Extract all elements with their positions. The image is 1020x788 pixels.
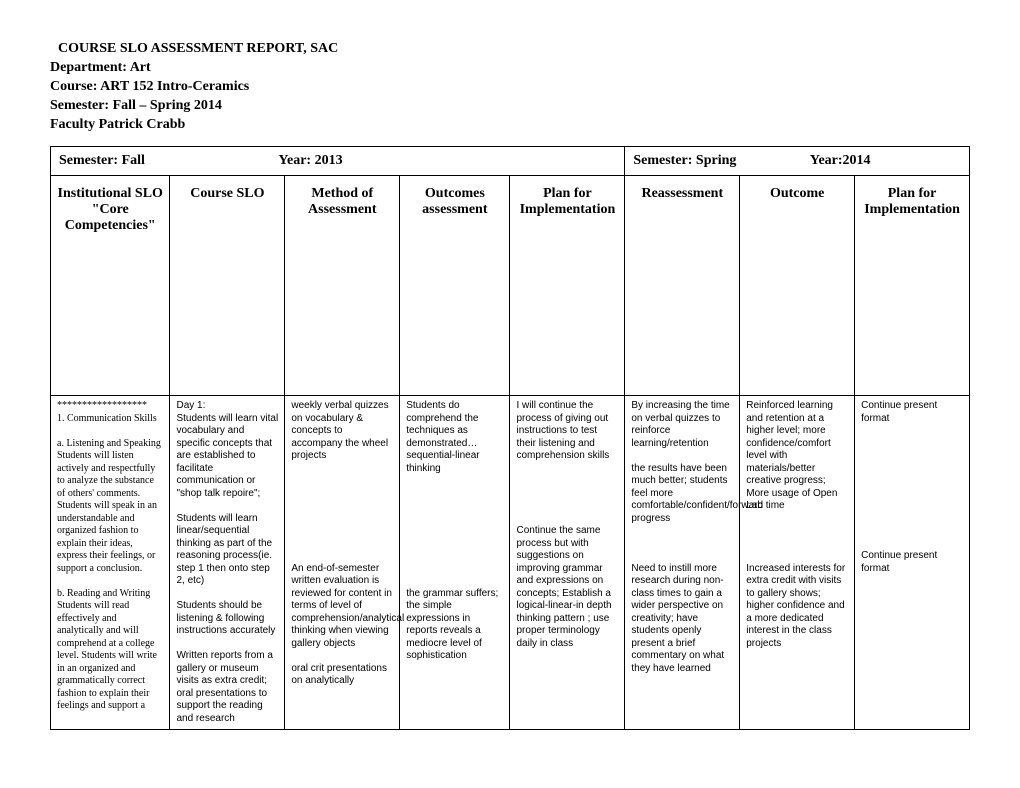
semester-spring-year: Year:2014 bbox=[810, 153, 871, 169]
data-row-1: ******************1. Communication Skill… bbox=[51, 396, 970, 730]
col-institutional: Institutional SLO "Core Competencies" bbox=[51, 176, 170, 396]
semester-line: Semester: Fall – Spring 2014 bbox=[50, 97, 970, 116]
assessment-table: Semester: Fall Year: 2013 Semester: Spri… bbox=[50, 146, 970, 730]
col-method: Method of Assessment bbox=[285, 176, 400, 396]
semester-spring-label: Semester: Spring bbox=[633, 153, 736, 169]
semester-fall-cell: Semester: Fall Year: 2013 bbox=[51, 147, 625, 176]
col-reassessment: Reassessment bbox=[625, 176, 740, 396]
col-outcomes: Outcomes assessment bbox=[400, 176, 510, 396]
cell-plan: I will continue the process of giving ou… bbox=[510, 396, 625, 730]
col-plan2: Plan for Implementation bbox=[855, 176, 970, 396]
semester-row: Semester: Fall Year: 2013 Semester: Spri… bbox=[51, 147, 970, 176]
semester-fall-year: Year: 2013 bbox=[278, 153, 342, 169]
cell-reassessment: By increasing the time on verbal quizzes… bbox=[625, 396, 740, 730]
department-line: Department: Art bbox=[50, 59, 970, 78]
course-line: Course: ART 152 Intro-Ceramics bbox=[50, 78, 970, 97]
cell-outcomes: Students do comprehend the techniques as… bbox=[400, 396, 510, 730]
cell-method: weekly verbal quizzes on vocabulary & co… bbox=[285, 396, 400, 730]
col-course-slo: Course SLO bbox=[170, 176, 285, 396]
cell-institutional: ******************1. Communication Skill… bbox=[51, 396, 170, 730]
col-outcome: Outcome bbox=[740, 176, 855, 396]
semester-fall-label: Semester: Fall bbox=[59, 153, 145, 169]
cell-plan2: Continue present formatContinue present … bbox=[855, 396, 970, 730]
report-header: COURSE SLO ASSESSMENT REPORT, SAC Depart… bbox=[50, 40, 970, 134]
cell-outcome: Reinforced learning and retention at a h… bbox=[740, 396, 855, 730]
column-headers-row: Institutional SLO "Core Competencies" Co… bbox=[51, 176, 970, 396]
col-plan: Plan for Implementation bbox=[510, 176, 625, 396]
report-title: COURSE SLO ASSESSMENT REPORT, SAC bbox=[50, 40, 970, 59]
semester-spring-cell: Semester: Spring Year:2014 bbox=[625, 147, 970, 176]
cell-course-slo: Day 1:Students will learn vital vocabula… bbox=[170, 396, 285, 730]
faculty-line: Faculty Patrick Crabb bbox=[50, 116, 970, 135]
